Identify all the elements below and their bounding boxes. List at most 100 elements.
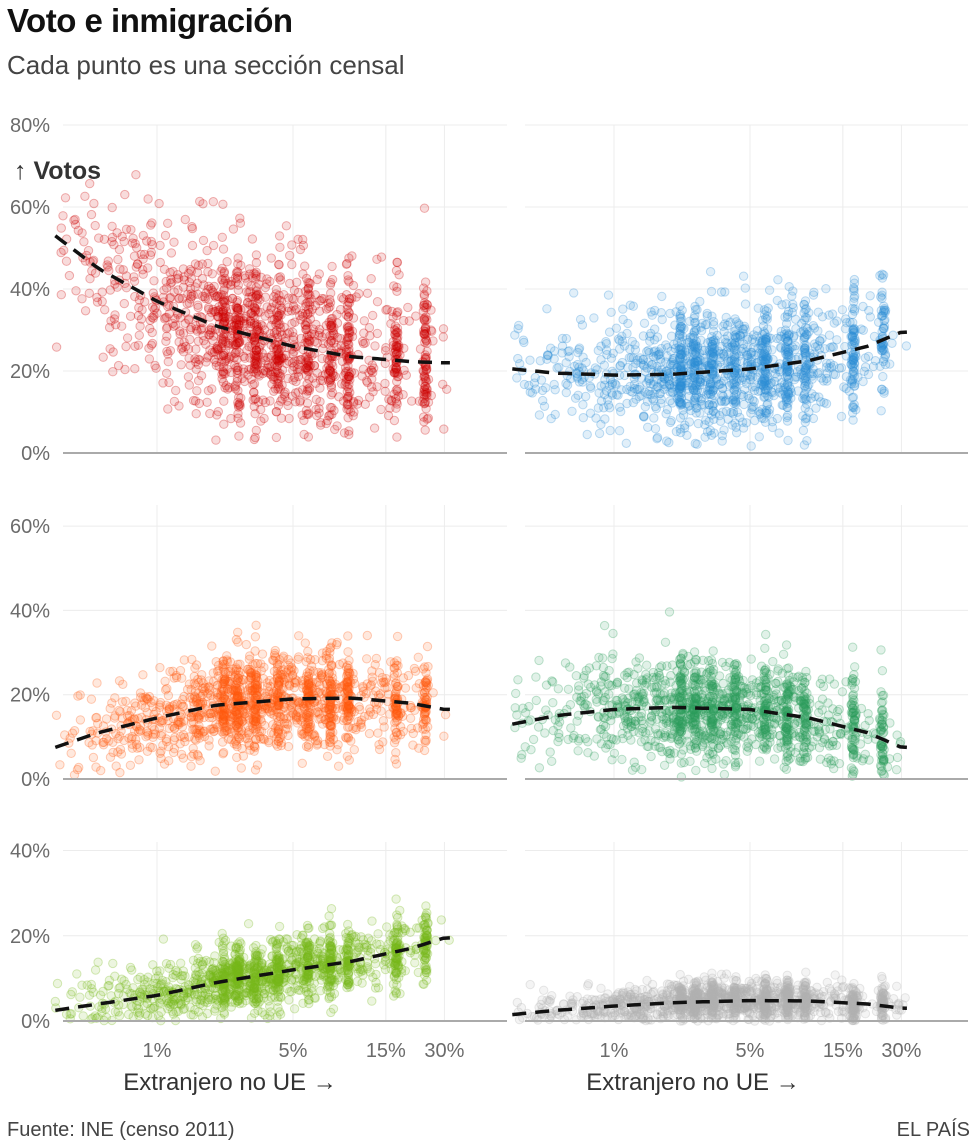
data-point — [325, 720, 335, 731]
data-point — [260, 691, 271, 701]
data-point — [234, 338, 244, 348]
data-point — [145, 742, 155, 752]
data-point — [381, 677, 391, 687]
data-point — [186, 291, 197, 302]
data-point — [343, 322, 354, 332]
data-point — [388, 364, 398, 374]
data-point — [311, 404, 321, 415]
data-point — [249, 379, 260, 389]
data-point — [208, 240, 219, 251]
data-point — [266, 350, 277, 361]
data-point — [252, 345, 262, 356]
data-point — [251, 363, 261, 374]
data-point — [314, 296, 325, 306]
data-point — [184, 353, 194, 363]
data-point — [740, 299, 751, 309]
data-point — [848, 415, 858, 425]
data-point — [191, 324, 202, 334]
data-point — [219, 286, 229, 296]
data-point — [236, 763, 247, 773]
data-point — [247, 308, 257, 319]
data-point — [202, 397, 212, 407]
data-point — [422, 385, 432, 395]
data-point — [719, 769, 730, 780]
data-point — [127, 238, 138, 248]
data-point — [190, 680, 201, 690]
data-point — [423, 374, 434, 385]
data-point — [303, 289, 314, 299]
data-point — [134, 330, 145, 340]
data-point — [343, 275, 353, 285]
data-point — [542, 354, 552, 364]
data-point — [275, 242, 285, 253]
data-point — [234, 431, 244, 441]
data-point — [174, 294, 184, 304]
data-point — [293, 287, 304, 298]
data-point — [740, 283, 750, 293]
data-point — [255, 731, 265, 742]
data-point — [282, 724, 293, 734]
data-point — [112, 282, 122, 292]
data-point — [252, 299, 262, 309]
data-point — [298, 234, 308, 245]
data-point — [333, 761, 344, 771]
data-point — [141, 732, 151, 742]
data-point — [359, 328, 369, 338]
data-point — [392, 631, 403, 642]
data-point — [742, 350, 753, 361]
data-point — [419, 370, 430, 380]
data-point — [340, 368, 351, 378]
data-point — [231, 318, 242, 328]
data-point — [599, 620, 610, 631]
data-point — [251, 350, 261, 360]
data-point — [341, 345, 351, 355]
data-point — [323, 298, 333, 308]
data-point — [218, 314, 228, 324]
data-point — [73, 691, 83, 701]
data-point — [646, 307, 656, 317]
data-point — [372, 328, 382, 339]
data-point — [368, 387, 378, 397]
data-point — [61, 256, 72, 266]
data-point — [649, 413, 659, 423]
data-point — [210, 766, 221, 776]
data-point — [72, 764, 83, 775]
data-point — [420, 735, 430, 745]
data-point — [809, 287, 819, 297]
data-point — [193, 289, 203, 299]
data-point — [206, 328, 216, 338]
data-point — [827, 309, 838, 319]
data-point — [781, 299, 791, 309]
data-point — [671, 426, 682, 437]
y-tick-label: 40% — [10, 279, 50, 301]
panel-0: 0%20%40%60%80% — [10, 115, 507, 465]
data-point — [419, 203, 430, 213]
data-point — [124, 733, 134, 743]
data-point — [324, 355, 334, 365]
data-point — [420, 693, 430, 703]
data-point — [380, 346, 391, 356]
data-point — [226, 276, 237, 287]
data-point — [778, 649, 789, 659]
data-point — [690, 438, 700, 449]
data-point — [849, 399, 859, 410]
data-point — [166, 274, 176, 285]
data-point — [121, 696, 131, 706]
data-point — [421, 404, 431, 414]
data-point — [332, 421, 342, 431]
data-point — [761, 629, 771, 640]
data-point — [287, 391, 297, 401]
data-point — [271, 319, 281, 330]
data-point — [554, 362, 564, 372]
data-point — [212, 344, 223, 354]
data-point — [607, 379, 617, 389]
data-point — [391, 265, 402, 276]
data-point — [165, 346, 176, 356]
data-point — [421, 302, 431, 313]
data-point — [380, 386, 390, 396]
chart-subtitle: Cada punto es una sección censal — [7, 50, 405, 80]
data-point — [134, 755, 144, 765]
data-point — [391, 363, 402, 373]
data-point — [729, 356, 740, 366]
